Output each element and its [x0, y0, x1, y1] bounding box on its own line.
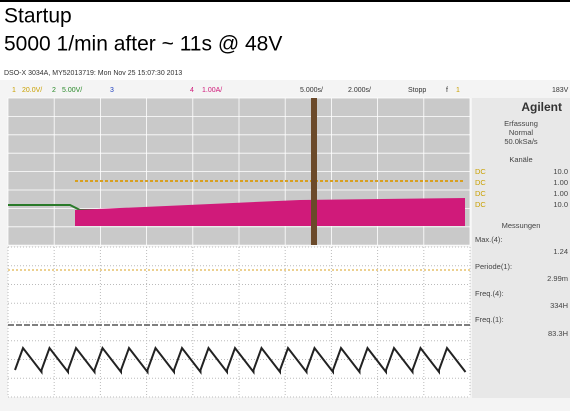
status-item: 3 — [110, 87, 114, 94]
status-item: 1 — [456, 87, 460, 94]
panel-item: Erfassung — [504, 119, 538, 128]
status-item: 1 — [12, 87, 16, 94]
status-item: 2.000s/ — [348, 87, 371, 94]
cursor — [311, 98, 317, 245]
panel-item: Normal — [509, 128, 534, 137]
status-item: 183V — [552, 87, 569, 94]
panel-item: 1.00 — [553, 178, 568, 187]
panel-item: DC — [475, 189, 486, 198]
panel-item: 10.0 — [553, 200, 568, 209]
panel-item: Messungen — [502, 221, 541, 230]
panel-item: DC — [475, 167, 486, 176]
panel-item: 50.0kSa/s — [504, 137, 538, 146]
panel-item: 334H — [550, 301, 568, 310]
status-item: 4 — [190, 87, 194, 94]
status-item: 1.00A/ — [202, 87, 222, 94]
status-item: 20.0V/ — [22, 87, 42, 94]
panel-item: 1.24 — [553, 247, 568, 256]
panel-item: Periode(1): — [475, 262, 512, 271]
status-item: Stopp — [408, 87, 426, 94]
subtitle: 5000 1/min after ~ 11s @ 48V — [4, 33, 282, 56]
status-item: 2 — [52, 87, 56, 94]
panel-item: 1.00 — [553, 189, 568, 198]
brand: Agilent — [521, 100, 562, 114]
panel-item: DC — [475, 178, 486, 187]
panel-item: 83.3H — [548, 329, 568, 338]
title: Startup — [4, 5, 72, 28]
panel-item: Freq.(1): — [475, 315, 504, 324]
panel-item: 10.0 — [553, 167, 568, 176]
panel-item: Freq.(4): — [475, 289, 504, 298]
panel-item: DC — [475, 200, 486, 209]
status-item: 5.000s/ — [300, 87, 323, 94]
panel-item: Kanäle — [509, 155, 532, 164]
status-item: 5.00V/ — [62, 87, 82, 94]
slide: Startup 5000 1/min after ~ 11s @ 48V DSO… — [0, 0, 570, 411]
panel-item: Max.(4): — [475, 235, 503, 244]
status-item: f — [446, 87, 448, 94]
scope-info: DSO-X 3034A, MY52013719: Mon Nov 25 15:0… — [4, 70, 182, 77]
panel-item: 2.99m — [547, 274, 568, 283]
top-rule — [0, 0, 570, 2]
page: {"header": {"title": "Startup", "subtitl… — [0, 0, 570, 411]
